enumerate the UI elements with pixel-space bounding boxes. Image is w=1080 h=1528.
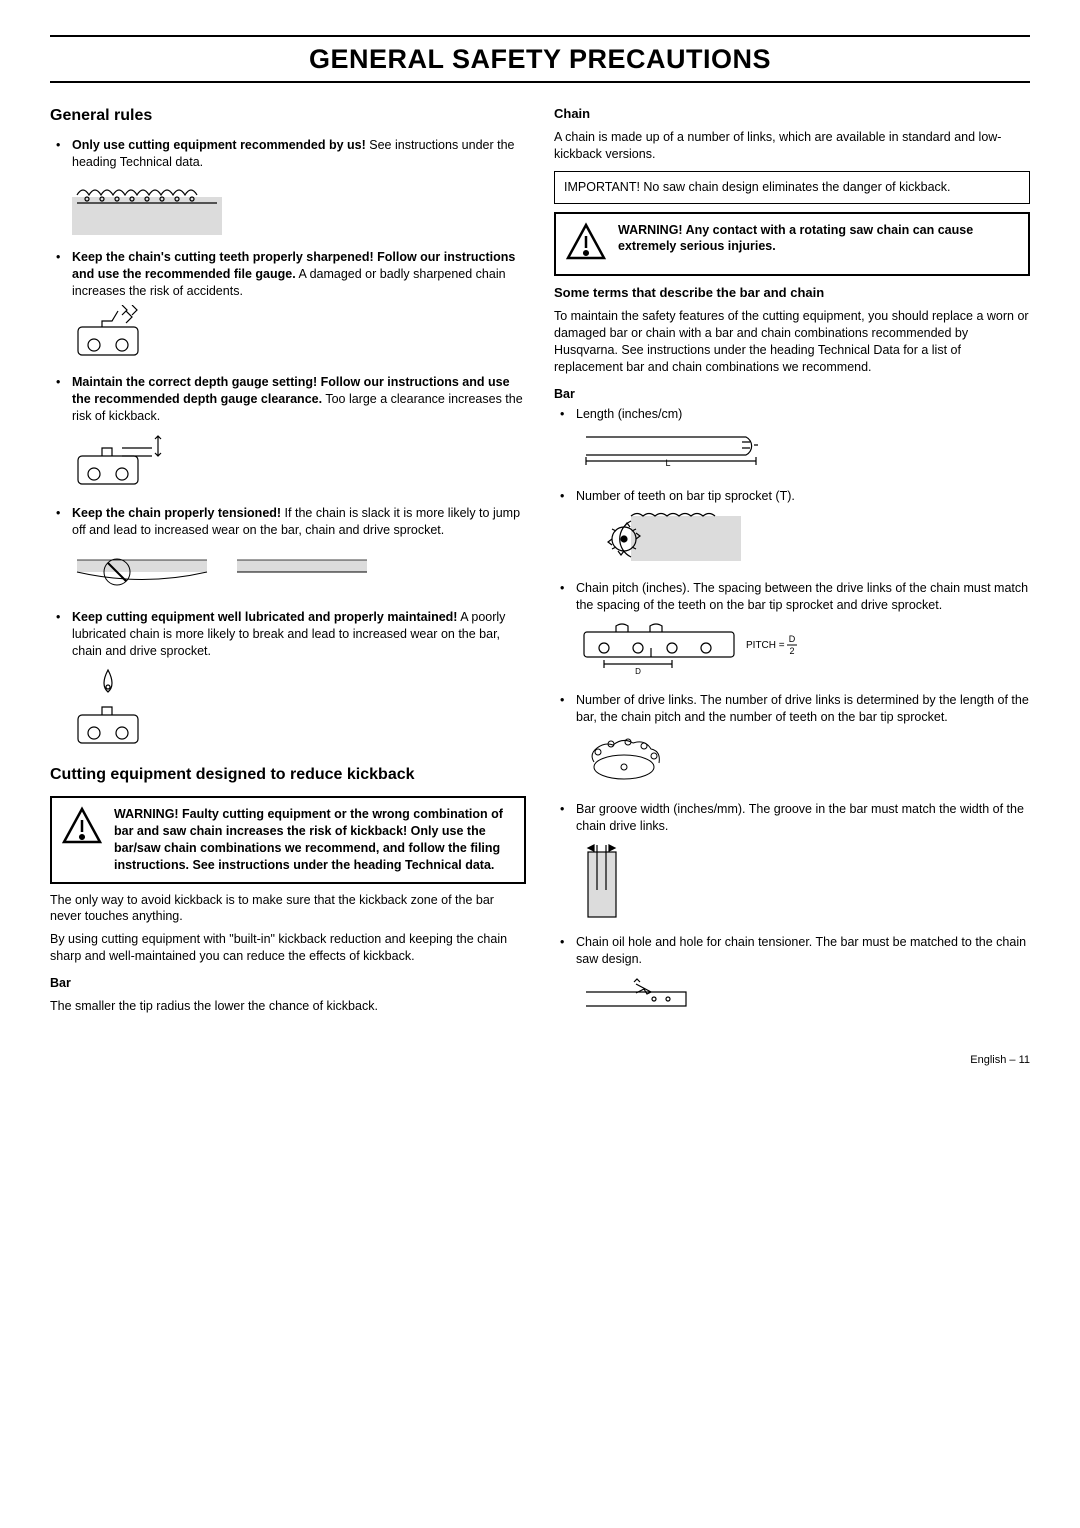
list-item: Length (inches/cm) L (554, 406, 1030, 474)
page-footer: English – 11 (50, 1053, 1030, 1068)
rule-bold: Only use cutting equipment recommended b… (72, 138, 366, 152)
list-item: Chain pitch (inches). The spacing betwee… (554, 580, 1030, 678)
important-box: IMPORTANT! No saw chain design eliminate… (554, 171, 1030, 204)
pitch-label: PITCH = (746, 640, 785, 651)
sharpen-diagram (72, 305, 526, 360)
heading-chain: Chain (554, 105, 1030, 123)
rule-bold: Keep the chain properly tensioned! (72, 506, 281, 520)
groove-width-diagram (576, 840, 1030, 920)
paragraph: To maintain the safety features of the c… (554, 308, 1030, 376)
item-text: Chain oil hole and hole for chain tensio… (576, 935, 1026, 966)
item-text: Chain pitch (inches). The spacing betwee… (576, 581, 1028, 612)
depth-gauge-diagram (72, 431, 526, 491)
paragraph: By using cutting equipment with "built-i… (50, 931, 526, 965)
warning-icon (60, 806, 104, 851)
drive-links-diagram (576, 732, 1030, 787)
paragraph: A chain is made up of a number of links,… (554, 129, 1030, 163)
list-item: Keep the chain properly tensioned! If th… (50, 505, 526, 595)
list-item: Number of drive links. The number of dri… (554, 692, 1030, 787)
rules-list: Only use cutting equipment recommended b… (50, 137, 526, 750)
length-diagram: L (576, 429, 1030, 474)
content-columns: General rules Only use cutting equipment… (50, 105, 1030, 1033)
tension-diagram (72, 545, 526, 595)
bar-list: Length (inches/cm) L Num (554, 406, 1030, 1019)
page-title: GENERAL SAFETY PRECAUTIONS (50, 35, 1030, 83)
warning-icon (564, 222, 608, 267)
list-item: Keep the chain's cutting teeth properly … (50, 249, 526, 361)
l-label: L (665, 458, 670, 468)
list-item: Number of teeth on bar tip sprocket (T). (554, 488, 1030, 566)
d-label: D (635, 667, 641, 676)
item-text: Bar groove width (inches/mm). The groove… (576, 802, 1024, 833)
list-item: Chain oil hole and hole for chain tensio… (554, 934, 1030, 1019)
list-item: Bar groove width (inches/mm). The groove… (554, 801, 1030, 921)
heading-terms: Some terms that describe the bar and cha… (554, 284, 1030, 302)
warning-text: WARNING! Faulty cutting equipment or the… (114, 806, 516, 874)
item-text: Number of teeth on bar tip sprocket (T). (576, 489, 795, 503)
paragraph: The smaller the tip radius the lower the… (50, 998, 526, 1015)
pitch-d: D (789, 634, 796, 644)
warning-text: WARNING! Any contact with a rotating saw… (618, 222, 1020, 256)
lubrication-diagram (72, 665, 526, 750)
sprocket-diagram (576, 511, 1030, 566)
pitch-2: 2 (789, 646, 794, 656)
paragraph: The only way to avoid kickback is to mak… (50, 892, 526, 926)
heading-bar: Bar (50, 975, 526, 992)
warning-box-rotating-chain: WARNING! Any contact with a rotating saw… (554, 212, 1030, 277)
chain-segment-diagram (72, 177, 526, 235)
rule-bold: Keep cutting equipment well lubricated a… (72, 610, 457, 624)
item-text: Number of drive links. The number of dri… (576, 693, 1029, 724)
list-item: Maintain the correct depth gauge setting… (50, 374, 526, 491)
oil-hole-diagram (576, 974, 1030, 1019)
item-text: Length (inches/cm) (576, 407, 682, 421)
warning-box-faulty-equipment: WARNING! Faulty cutting equipment or the… (50, 796, 526, 884)
list-item: Only use cutting equipment recommended b… (50, 137, 526, 235)
right-column: Chain A chain is made up of a number of … (554, 105, 1030, 1033)
heading-bar-2: Bar (554, 386, 1030, 403)
pitch-diagram: D PITCH = D 2 (576, 620, 1030, 678)
list-item: Keep cutting equipment well lubricated a… (50, 609, 526, 751)
heading-cutting-equipment: Cutting equipment designed to reduce kic… (50, 764, 526, 786)
left-column: General rules Only use cutting equipment… (50, 105, 526, 1033)
heading-general-rules: General rules (50, 105, 526, 127)
